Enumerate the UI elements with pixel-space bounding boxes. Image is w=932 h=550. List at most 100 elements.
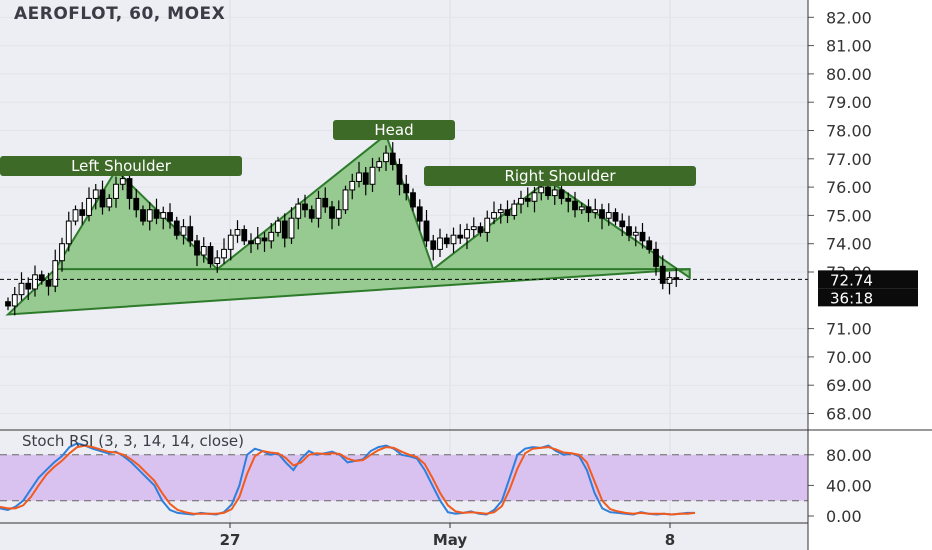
- candle-body: [335, 209, 342, 219]
- candle-body: [308, 209, 315, 219]
- candle-body: [329, 206, 335, 219]
- candle-body: [288, 217, 295, 239]
- candle-body: [214, 257, 221, 265]
- candle-body: [376, 161, 383, 168]
- candle-body: [160, 212, 167, 219]
- candle-body: [349, 180, 356, 191]
- candle-body: [599, 209, 605, 219]
- price-tick-label: 78.00: [826, 122, 872, 141]
- price-tick-label: 81.00: [826, 37, 872, 56]
- candle-body: [295, 203, 302, 219]
- price-tick-label: 74.00: [826, 235, 872, 254]
- candle-body: [194, 240, 200, 256]
- candle-body: [504, 209, 511, 216]
- candle-body: [322, 197, 329, 208]
- pattern-label-2: Right Shoulder: [504, 167, 616, 185]
- candle-body: [79, 209, 86, 216]
- candle-body: [551, 189, 558, 197]
- candle-body: [423, 220, 430, 242]
- symbol-title: AEROFLOT, 60, MOEX: [14, 4, 226, 24]
- pattern-label-1: Head: [374, 121, 413, 139]
- candle-body: [592, 209, 599, 214]
- candle-body: [234, 229, 241, 236]
- candle-body: [639, 231, 646, 242]
- candle-body: [491, 212, 497, 219]
- pattern-label-0: Left Shoulder: [71, 157, 172, 175]
- candle-body: [443, 237, 450, 245]
- candle-body: [167, 212, 173, 222]
- candle-body: [578, 206, 585, 211]
- candle-body: [605, 212, 612, 219]
- countdown-badge: [818, 288, 918, 307]
- candle-body: [538, 186, 545, 194]
- candle-body: [531, 192, 538, 202]
- candle-body: [126, 178, 133, 199]
- candle-body: [612, 212, 619, 222]
- candle-body: [173, 220, 180, 236]
- candle-body: [464, 229, 470, 239]
- candle-body: [470, 226, 477, 231]
- candle-body: [457, 234, 464, 239]
- candle-body: [632, 231, 639, 236]
- stoch-tick-label: 80.00: [826, 446, 872, 465]
- candle-body: [59, 243, 65, 262]
- price-tick-label: 68.00: [826, 405, 872, 424]
- candles: [5, 142, 680, 316]
- price-tick-label: 79.00: [826, 93, 872, 112]
- candle-body: [99, 189, 106, 208]
- pattern-label-box: [0, 156, 242, 176]
- time-tick-label: May: [433, 531, 468, 549]
- candle-body: [659, 265, 666, 284]
- candle-body: [626, 226, 632, 236]
- price-tick-label: 82.00: [826, 8, 872, 27]
- candle-body: [207, 246, 214, 265]
- stoch-d-line: [0, 444, 696, 516]
- candle-body: [32, 274, 38, 290]
- candle-body: [92, 189, 99, 199]
- candle-body: [221, 248, 227, 259]
- candle-body: [180, 226, 187, 236]
- candle-body: [389, 152, 396, 165]
- candle-body: [261, 237, 268, 242]
- candle-body: [497, 209, 504, 214]
- candle-body: [133, 197, 140, 211]
- candle-body: [153, 209, 160, 219]
- candle-body: [619, 220, 626, 228]
- candle-body: [416, 206, 423, 222]
- price-tick-label: 71.00: [826, 320, 872, 339]
- candle-body: [227, 234, 234, 250]
- candle-body: [45, 279, 52, 287]
- candle-body: [5, 301, 11, 307]
- candle-body: [106, 197, 113, 208]
- price-tick-label: 75.00: [826, 206, 872, 225]
- candle-body: [72, 209, 79, 222]
- candle-body: [187, 226, 194, 242]
- candle-body: [146, 209, 153, 222]
- candle-body: [450, 234, 457, 245]
- candle-body: [200, 246, 207, 256]
- candle-body: [65, 220, 72, 245]
- candle-body: [477, 226, 484, 233]
- candle-body: [484, 217, 491, 233]
- candle-body: [545, 186, 551, 197]
- stoch-rsi-label: Stoch RSI (3, 3, 14, 14, close): [22, 432, 244, 450]
- candle-body: [646, 240, 653, 250]
- pattern-label-box: [424, 166, 696, 186]
- candle-body: [356, 172, 362, 182]
- candle-body: [11, 294, 18, 307]
- time-tick-label: 27: [220, 531, 241, 549]
- candle-body: [362, 172, 369, 185]
- candle-body: [119, 178, 126, 185]
- candle-body: [18, 282, 25, 296]
- candle-body: [248, 240, 254, 245]
- stoch-tick-label: 40.00: [826, 476, 872, 495]
- candle-body: [518, 197, 524, 205]
- candle-body: [396, 163, 403, 185]
- candle-body: [666, 277, 673, 284]
- candle-body: [558, 189, 565, 199]
- last-price-text: 72.74: [830, 271, 873, 289]
- candle-body: [38, 274, 45, 281]
- candle-body: [410, 192, 416, 208]
- candle-body: [113, 183, 119, 199]
